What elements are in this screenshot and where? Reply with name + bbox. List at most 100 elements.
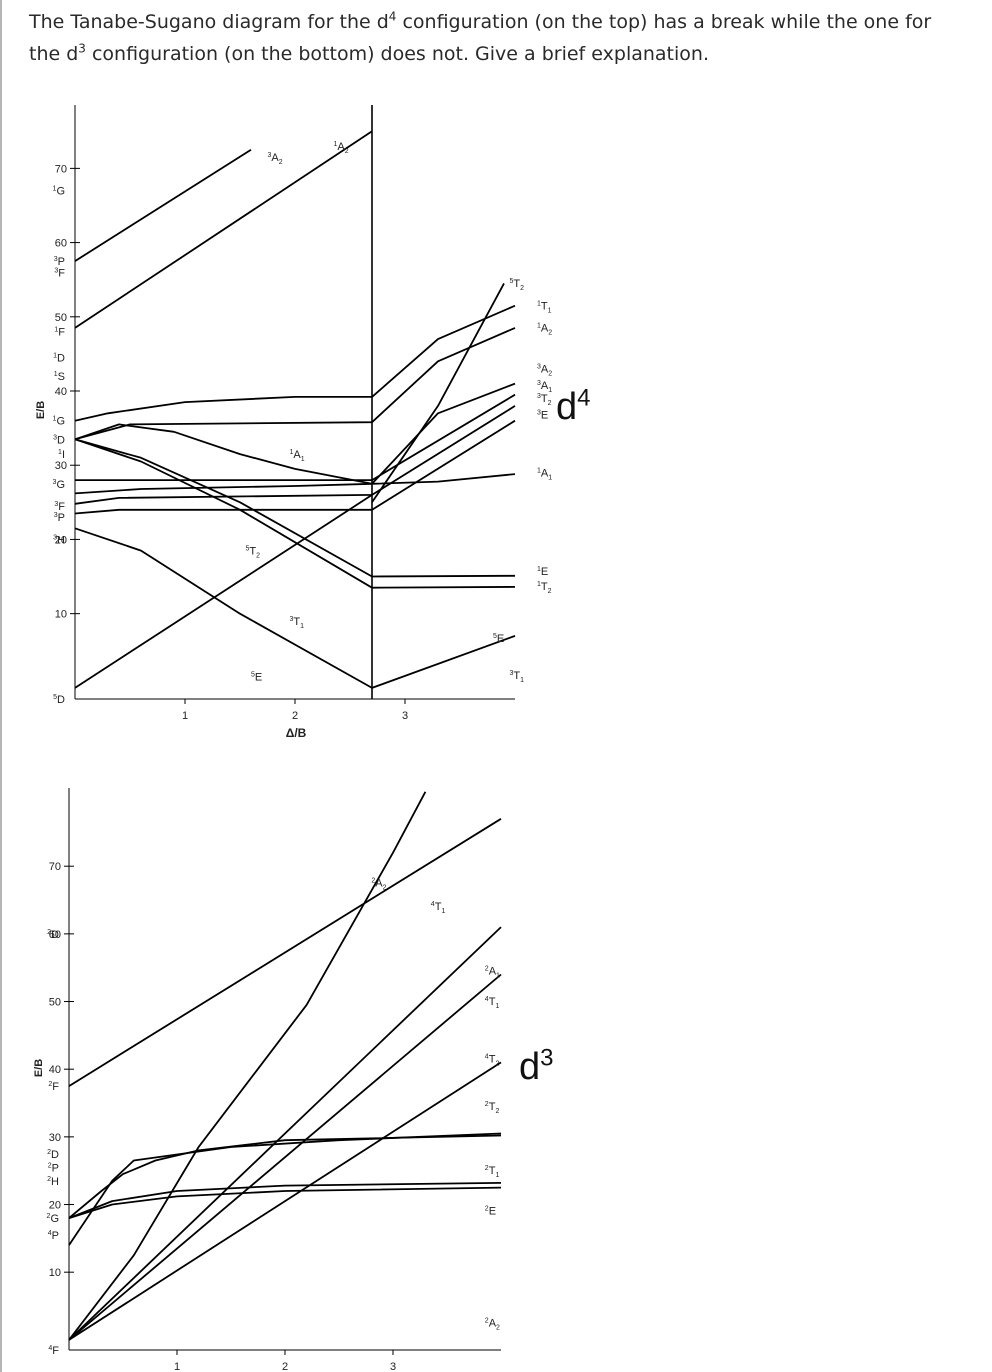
d3-y-axis-label: E/B xyxy=(33,1059,45,1077)
d4-y-tick-label: 10 xyxy=(55,609,67,621)
d3-energy-curve xyxy=(68,818,502,1087)
question-sup-2: 3 xyxy=(78,41,86,56)
d4-free-ion-term: 3F xyxy=(54,267,65,279)
d3-free-ion-term: 2D xyxy=(47,929,59,941)
d3-free-ion-term: 2F xyxy=(48,1081,59,1093)
d3-free-ion-term: 2G xyxy=(47,1213,59,1225)
d4-energy-curve xyxy=(371,574,516,578)
d4-y-tick-label: 50 xyxy=(55,312,67,324)
d3-energy-curve xyxy=(68,973,502,1341)
d3-x-tick-label: 3 xyxy=(390,1361,396,1372)
d4-energy-curve xyxy=(74,473,516,495)
d4-energy-curve xyxy=(74,382,516,485)
d4-state-label: 1A1 xyxy=(290,449,305,463)
d3-state-label: 2A2 xyxy=(371,877,386,891)
d4-x-tick-label: 3 xyxy=(402,710,408,722)
d3-state-label: 4T1 xyxy=(485,996,500,1010)
question-part-1: The Tanabe-Sugano diagram for the d xyxy=(29,11,389,33)
d4-energy-curve xyxy=(74,494,373,689)
d4-free-ion-term: 1S xyxy=(54,371,65,383)
d3-y-tick-label: 30 xyxy=(49,1132,61,1144)
d4-y-tick-label: 60 xyxy=(55,238,67,250)
d3-state-label: 2A2 xyxy=(485,1317,500,1331)
d3-state-label: 4T1 xyxy=(431,901,446,915)
d3-energy-curve xyxy=(68,926,502,1341)
d4-energy-curve xyxy=(74,327,516,441)
d3-state-label: 2A1 xyxy=(485,965,500,979)
d3-state-label: 2E xyxy=(485,1206,496,1218)
d4-state-label: 1T1 xyxy=(537,300,552,314)
d4-state-label: 5T2 xyxy=(246,545,261,559)
d4-energy-curve xyxy=(371,635,516,689)
d4-energy-curve xyxy=(371,586,516,589)
d3-config-label: d3 xyxy=(519,1044,554,1088)
d3-state-label: 2T1 xyxy=(485,1165,500,1179)
d3-x-tick-label: 1 xyxy=(174,1361,180,1372)
left-border-rule xyxy=(0,0,2,1372)
d3-state-label: 4T2 xyxy=(485,1053,500,1067)
d4-state-label: 3T1 xyxy=(290,616,305,630)
d3-state-label: 2T2 xyxy=(485,1101,500,1115)
d4-free-ion-term: 1G xyxy=(53,186,65,198)
d4-state-label: 5T2 xyxy=(510,278,525,292)
d4-y-tick-label: 30 xyxy=(55,460,67,472)
d3-x-tick-label: 2 xyxy=(282,1361,288,1372)
d4-y-tick-label: 40 xyxy=(55,386,67,398)
d4-energy-curve xyxy=(74,438,373,589)
d4-energy-curve xyxy=(74,405,516,505)
d4-y-tick-label: 20 xyxy=(55,534,67,546)
d4-free-ion-term: 3H xyxy=(53,534,65,546)
d3-free-ion-term: 2D xyxy=(47,1149,59,1161)
d4-energy-curve xyxy=(74,527,373,689)
d4-state-label: 1E xyxy=(537,566,548,578)
d4-x-axis-label: Δ/B xyxy=(286,726,307,740)
d3-free-ion-term: 4F xyxy=(48,1345,59,1357)
d4-energy-curve xyxy=(75,393,516,481)
d4-state-label: 3A2 xyxy=(537,363,552,377)
d4-y-tick-label: 70 xyxy=(55,163,67,175)
d3-free-ion-term: 2H xyxy=(47,1176,59,1188)
d4-x-tick-label: 1 xyxy=(182,710,188,722)
d3-y-tick-label: 10 xyxy=(49,1267,61,1279)
d4-state-label: 5E xyxy=(251,671,262,683)
d4-free-ion-term: 1D xyxy=(53,353,65,365)
d4-state-label: 1A1 xyxy=(537,467,552,481)
d3-y-tick-label: 20 xyxy=(49,1200,61,1212)
d3-energy-curve xyxy=(68,1061,502,1341)
d3-y-tick-label: 70 xyxy=(49,861,61,873)
d4-free-ion-term: 1F xyxy=(54,327,65,339)
d4-energy-curve xyxy=(74,304,516,422)
d4-energy-curve xyxy=(74,419,516,515)
d4-state-label: 1T2 xyxy=(537,581,552,595)
d4-state-label: 3E xyxy=(537,409,548,421)
d4-state-label: 3A2 xyxy=(268,152,283,166)
d4-free-ion-term: 5D xyxy=(53,694,65,706)
d3-energy-curve xyxy=(68,791,427,1341)
d3-free-ion-term: 4P xyxy=(48,1230,59,1242)
d4-state-label: 3T2 xyxy=(537,393,552,407)
d4-energy-curve xyxy=(371,282,505,503)
d4-free-ion-term: 1I xyxy=(58,449,65,461)
d4-state-label: 3T1 xyxy=(510,670,525,684)
d4-free-ion-term: 3P xyxy=(54,512,65,524)
d4-free-ion-term: 3G xyxy=(53,479,65,491)
d4-energy-curve xyxy=(74,130,373,329)
question-part-3: configuration (on the bottom) does not. … xyxy=(85,43,709,65)
d4-free-ion-term: 3D xyxy=(53,434,65,446)
d3-energy-curve xyxy=(68,1186,502,1219)
question-sup-1: 4 xyxy=(388,9,397,24)
d3-free-ion-term: 2P xyxy=(48,1162,59,1174)
d4-state-label: 1A2 xyxy=(537,323,552,337)
d4-free-ion-term: 3F xyxy=(54,501,65,513)
d3-y-tick-label: 40 xyxy=(49,1064,61,1076)
d4-energy-curve xyxy=(74,149,252,262)
question-part-2: configuration (on the top) has a break w… xyxy=(29,11,932,65)
d4-x-tick-label: 2 xyxy=(292,710,298,722)
d3-energy-curve xyxy=(68,1134,502,1219)
d3-y-tick-label: 50 xyxy=(49,997,61,1009)
d4-state-label: 3A1 xyxy=(537,380,552,394)
d4-energy-curve xyxy=(74,438,373,578)
d3-energy-curve xyxy=(68,1182,502,1219)
